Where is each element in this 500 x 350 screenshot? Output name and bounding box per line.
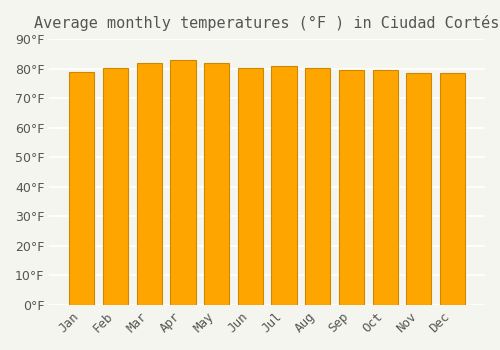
Bar: [440, 74, 465, 305]
Bar: [136, 63, 162, 305]
Bar: [339, 70, 364, 305]
Bar: [69, 72, 94, 305]
Bar: [204, 63, 230, 305]
Bar: [238, 68, 263, 305]
Title: Average monthly temperatures (°F ) in Ciudad Cortés: Average monthly temperatures (°F ) in Ci…: [34, 15, 500, 31]
Bar: [305, 68, 330, 305]
Bar: [170, 60, 196, 305]
Bar: [103, 68, 128, 305]
Bar: [406, 74, 431, 305]
Bar: [372, 70, 398, 305]
Bar: [272, 66, 296, 305]
